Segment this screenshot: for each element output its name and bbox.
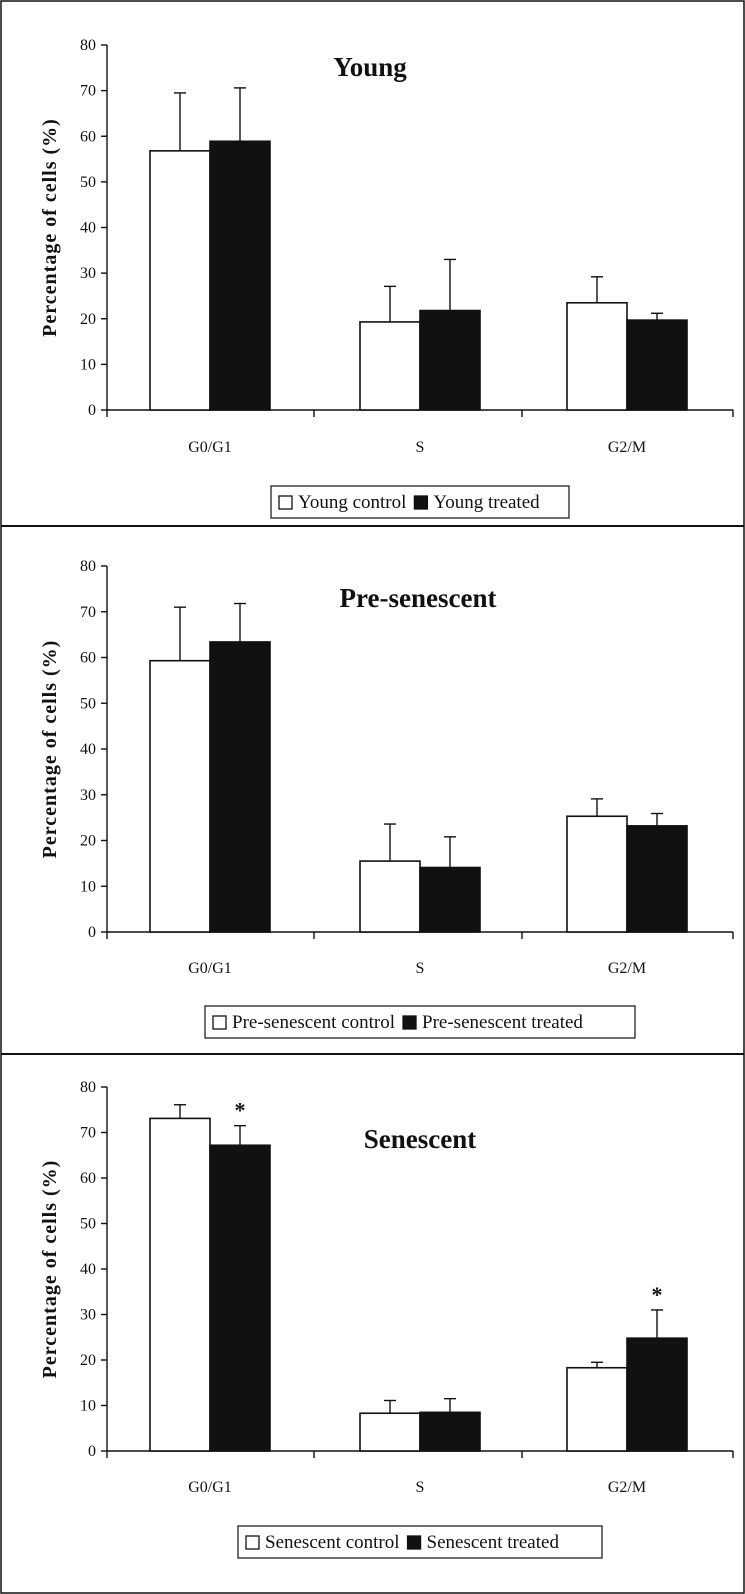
panel-title: Senescent bbox=[364, 1124, 476, 1154]
y-tick-label: 10 bbox=[80, 1398, 96, 1415]
bar-treated bbox=[626, 1337, 688, 1452]
y-tick-label: 10 bbox=[80, 356, 96, 373]
bar-treated bbox=[209, 140, 271, 411]
bar-control bbox=[359, 321, 421, 411]
legend-box bbox=[204, 1005, 636, 1039]
y-tick-label: 60 bbox=[80, 650, 96, 667]
y-tick-label: 30 bbox=[80, 265, 96, 282]
legend-swatch bbox=[406, 1535, 422, 1550]
legend-entry: Young treated bbox=[433, 492, 540, 513]
y-axis-label: Percentage of cells (%) bbox=[39, 118, 61, 337]
significance-marker: * bbox=[652, 1282, 663, 1307]
y-tick-label: 60 bbox=[80, 128, 96, 145]
y-tick-label: 20 bbox=[80, 1352, 96, 1369]
x-category-label: G2/M bbox=[608, 1479, 646, 1496]
y-tick-label: 30 bbox=[80, 787, 96, 804]
legend-swatch bbox=[413, 495, 429, 510]
bar-treated bbox=[626, 319, 688, 411]
bar-treated bbox=[419, 309, 481, 411]
y-tick-label: 40 bbox=[80, 1261, 96, 1278]
y-tick-label: 20 bbox=[80, 311, 96, 328]
legend-entry: Senescent treated bbox=[427, 1532, 560, 1553]
legend-swatch bbox=[278, 495, 293, 510]
bar-control bbox=[359, 860, 421, 933]
y-tick-label: 10 bbox=[80, 878, 96, 895]
bar-control bbox=[566, 1366, 628, 1452]
y-axis-label: Percentage of cells (%) bbox=[39, 1160, 61, 1379]
panel-title: Pre-senescent bbox=[340, 583, 497, 613]
x-category-label: G0/G1 bbox=[188, 1479, 232, 1496]
x-category-label: G0/G1 bbox=[188, 960, 232, 977]
chart-panel-2: 0 10 20 30 40 50 60 70 80 Percentage of cells (%)… bbox=[39, 1079, 734, 1559]
legend-box bbox=[270, 485, 570, 519]
panel-title: Young bbox=[333, 52, 407, 82]
bar-treated bbox=[626, 825, 688, 933]
y-axis-label: Percentage of cells (%) bbox=[39, 640, 61, 859]
y-tick-label: 80 bbox=[80, 1079, 96, 1096]
y-tick-label: 60 bbox=[80, 1170, 96, 1187]
legend: Pre-senescent control Pre-senescent treat… bbox=[204, 1005, 636, 1039]
x-category-label: S bbox=[416, 1479, 425, 1496]
chart-panel-0: 0 10 20 30 40 50 60 70 80 Percentage of cells (%)… bbox=[39, 37, 734, 519]
legend-entry: Pre-senescent control bbox=[232, 1012, 395, 1033]
bar-control bbox=[149, 659, 211, 933]
y-tick-label: 40 bbox=[80, 741, 96, 758]
bar-control bbox=[566, 301, 628, 411]
y-tick-label: 0 bbox=[88, 402, 96, 419]
y-tick-label: 80 bbox=[80, 558, 96, 575]
bar-control bbox=[149, 1117, 211, 1452]
y-tick-label: 0 bbox=[88, 924, 96, 941]
bar-control bbox=[149, 150, 211, 411]
legend-entry: Pre-senescent treated bbox=[422, 1012, 583, 1033]
y-tick-label: 0 bbox=[88, 1443, 96, 1460]
chart-panel-1: 0 10 20 30 40 50 60 70 80 Percentage of cells (%)… bbox=[39, 558, 734, 1039]
y-tick-label: 50 bbox=[80, 174, 96, 191]
x-category-label: S bbox=[416, 439, 425, 456]
legend-entry: Senescent control bbox=[265, 1532, 400, 1553]
legend: Young control Young treated bbox=[270, 485, 570, 519]
y-tick-label: 40 bbox=[80, 220, 96, 237]
legend-swatch bbox=[402, 1015, 417, 1030]
bar-treated bbox=[209, 1144, 271, 1452]
bar-control bbox=[566, 815, 628, 933]
legend-swatch bbox=[245, 1535, 260, 1550]
y-tick-label: 20 bbox=[80, 833, 96, 850]
bar-treated bbox=[419, 866, 481, 933]
y-tick-label: 70 bbox=[80, 83, 96, 100]
bar-control bbox=[359, 1412, 421, 1452]
bar-treated bbox=[419, 1411, 481, 1452]
legend-entry: Young control bbox=[298, 492, 406, 513]
x-category-label: G0/G1 bbox=[188, 439, 232, 456]
x-category-label: G2/M bbox=[608, 960, 646, 977]
y-tick-label: 70 bbox=[80, 604, 96, 621]
significance-marker: * bbox=[235, 1098, 246, 1123]
x-category-label: G2/M bbox=[608, 439, 646, 456]
y-tick-label: 50 bbox=[80, 695, 96, 712]
y-tick-label: 80 bbox=[80, 37, 96, 54]
y-tick-label: 30 bbox=[80, 1307, 96, 1324]
legend-swatch bbox=[212, 1015, 227, 1030]
x-category-label: S bbox=[416, 960, 425, 977]
y-tick-label: 50 bbox=[80, 1216, 96, 1233]
bar-treated bbox=[209, 641, 271, 933]
legend: Senescent control Senescent treated bbox=[237, 1525, 603, 1559]
y-tick-label: 70 bbox=[80, 1125, 96, 1142]
